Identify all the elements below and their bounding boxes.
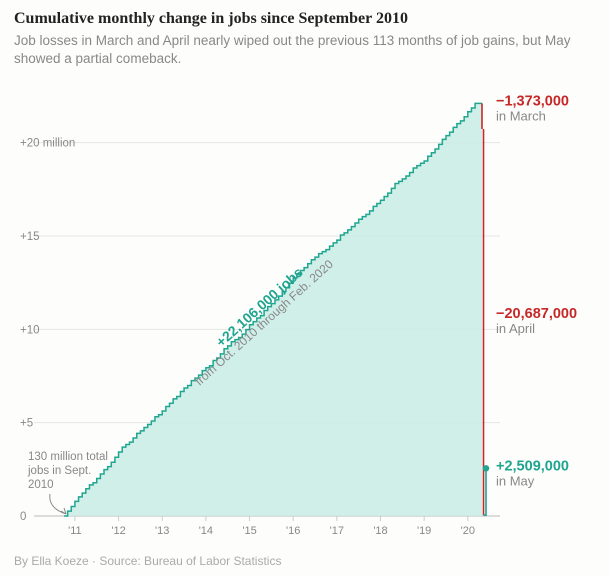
- baseline-note-2: jobs in Sept.: [27, 465, 91, 477]
- svg-text:'14: '14: [199, 525, 213, 537]
- svg-text:0: 0: [20, 511, 26, 523]
- may-sub: in May: [496, 474, 535, 489]
- april-label: −20,687,000: [496, 307, 577, 323]
- baseline-note-3: 2010: [28, 479, 54, 491]
- svg-text:'11: '11: [68, 525, 82, 537]
- svg-text:'17: '17: [330, 525, 344, 537]
- baseline-arrow: [50, 494, 66, 514]
- svg-text:'12: '12: [111, 525, 125, 537]
- may-label: +2,509,000: [496, 459, 569, 475]
- march-label: −1,373,000: [496, 94, 569, 110]
- chart-svg: 0 +5 +10 +15 +20 million '11 '12 '13 '14 '15 '16 '1…: [14, 76, 596, 546]
- march-sub: in March: [496, 109, 546, 124]
- svg-text:'20: '20: [461, 525, 475, 537]
- svg-text:'18: '18: [373, 525, 387, 537]
- svg-text:+5: +5: [20, 418, 33, 430]
- may-dot: [483, 466, 489, 472]
- chart-plot-area: 0 +5 +10 +15 +20 million '11 '12 '13 '14 '15 '16 '1…: [14, 76, 596, 546]
- drop-line: [482, 104, 484, 516]
- svg-text:+15: +15: [20, 231, 40, 243]
- chart-title: Cumulative monthly change in jobs since …: [14, 10, 596, 28]
- svg-text:'15: '15: [242, 525, 256, 537]
- svg-text:+20 million: +20 million: [20, 138, 75, 150]
- svg-text:+10: +10: [20, 325, 40, 337]
- chart-container: Cumulative monthly change in jobs since …: [0, 0, 610, 576]
- baseline-note-1: 130 million total: [28, 451, 108, 463]
- svg-text:'16: '16: [286, 525, 300, 537]
- svg-text:'19: '19: [417, 525, 431, 537]
- chart-credit: By Ella Koeze · Source: Bureau of Labor …: [14, 554, 281, 568]
- svg-text:'13: '13: [155, 525, 169, 537]
- april-sub: in April: [496, 322, 535, 337]
- chart-subtitle: Job losses in March and April nearly wip…: [14, 32, 596, 68]
